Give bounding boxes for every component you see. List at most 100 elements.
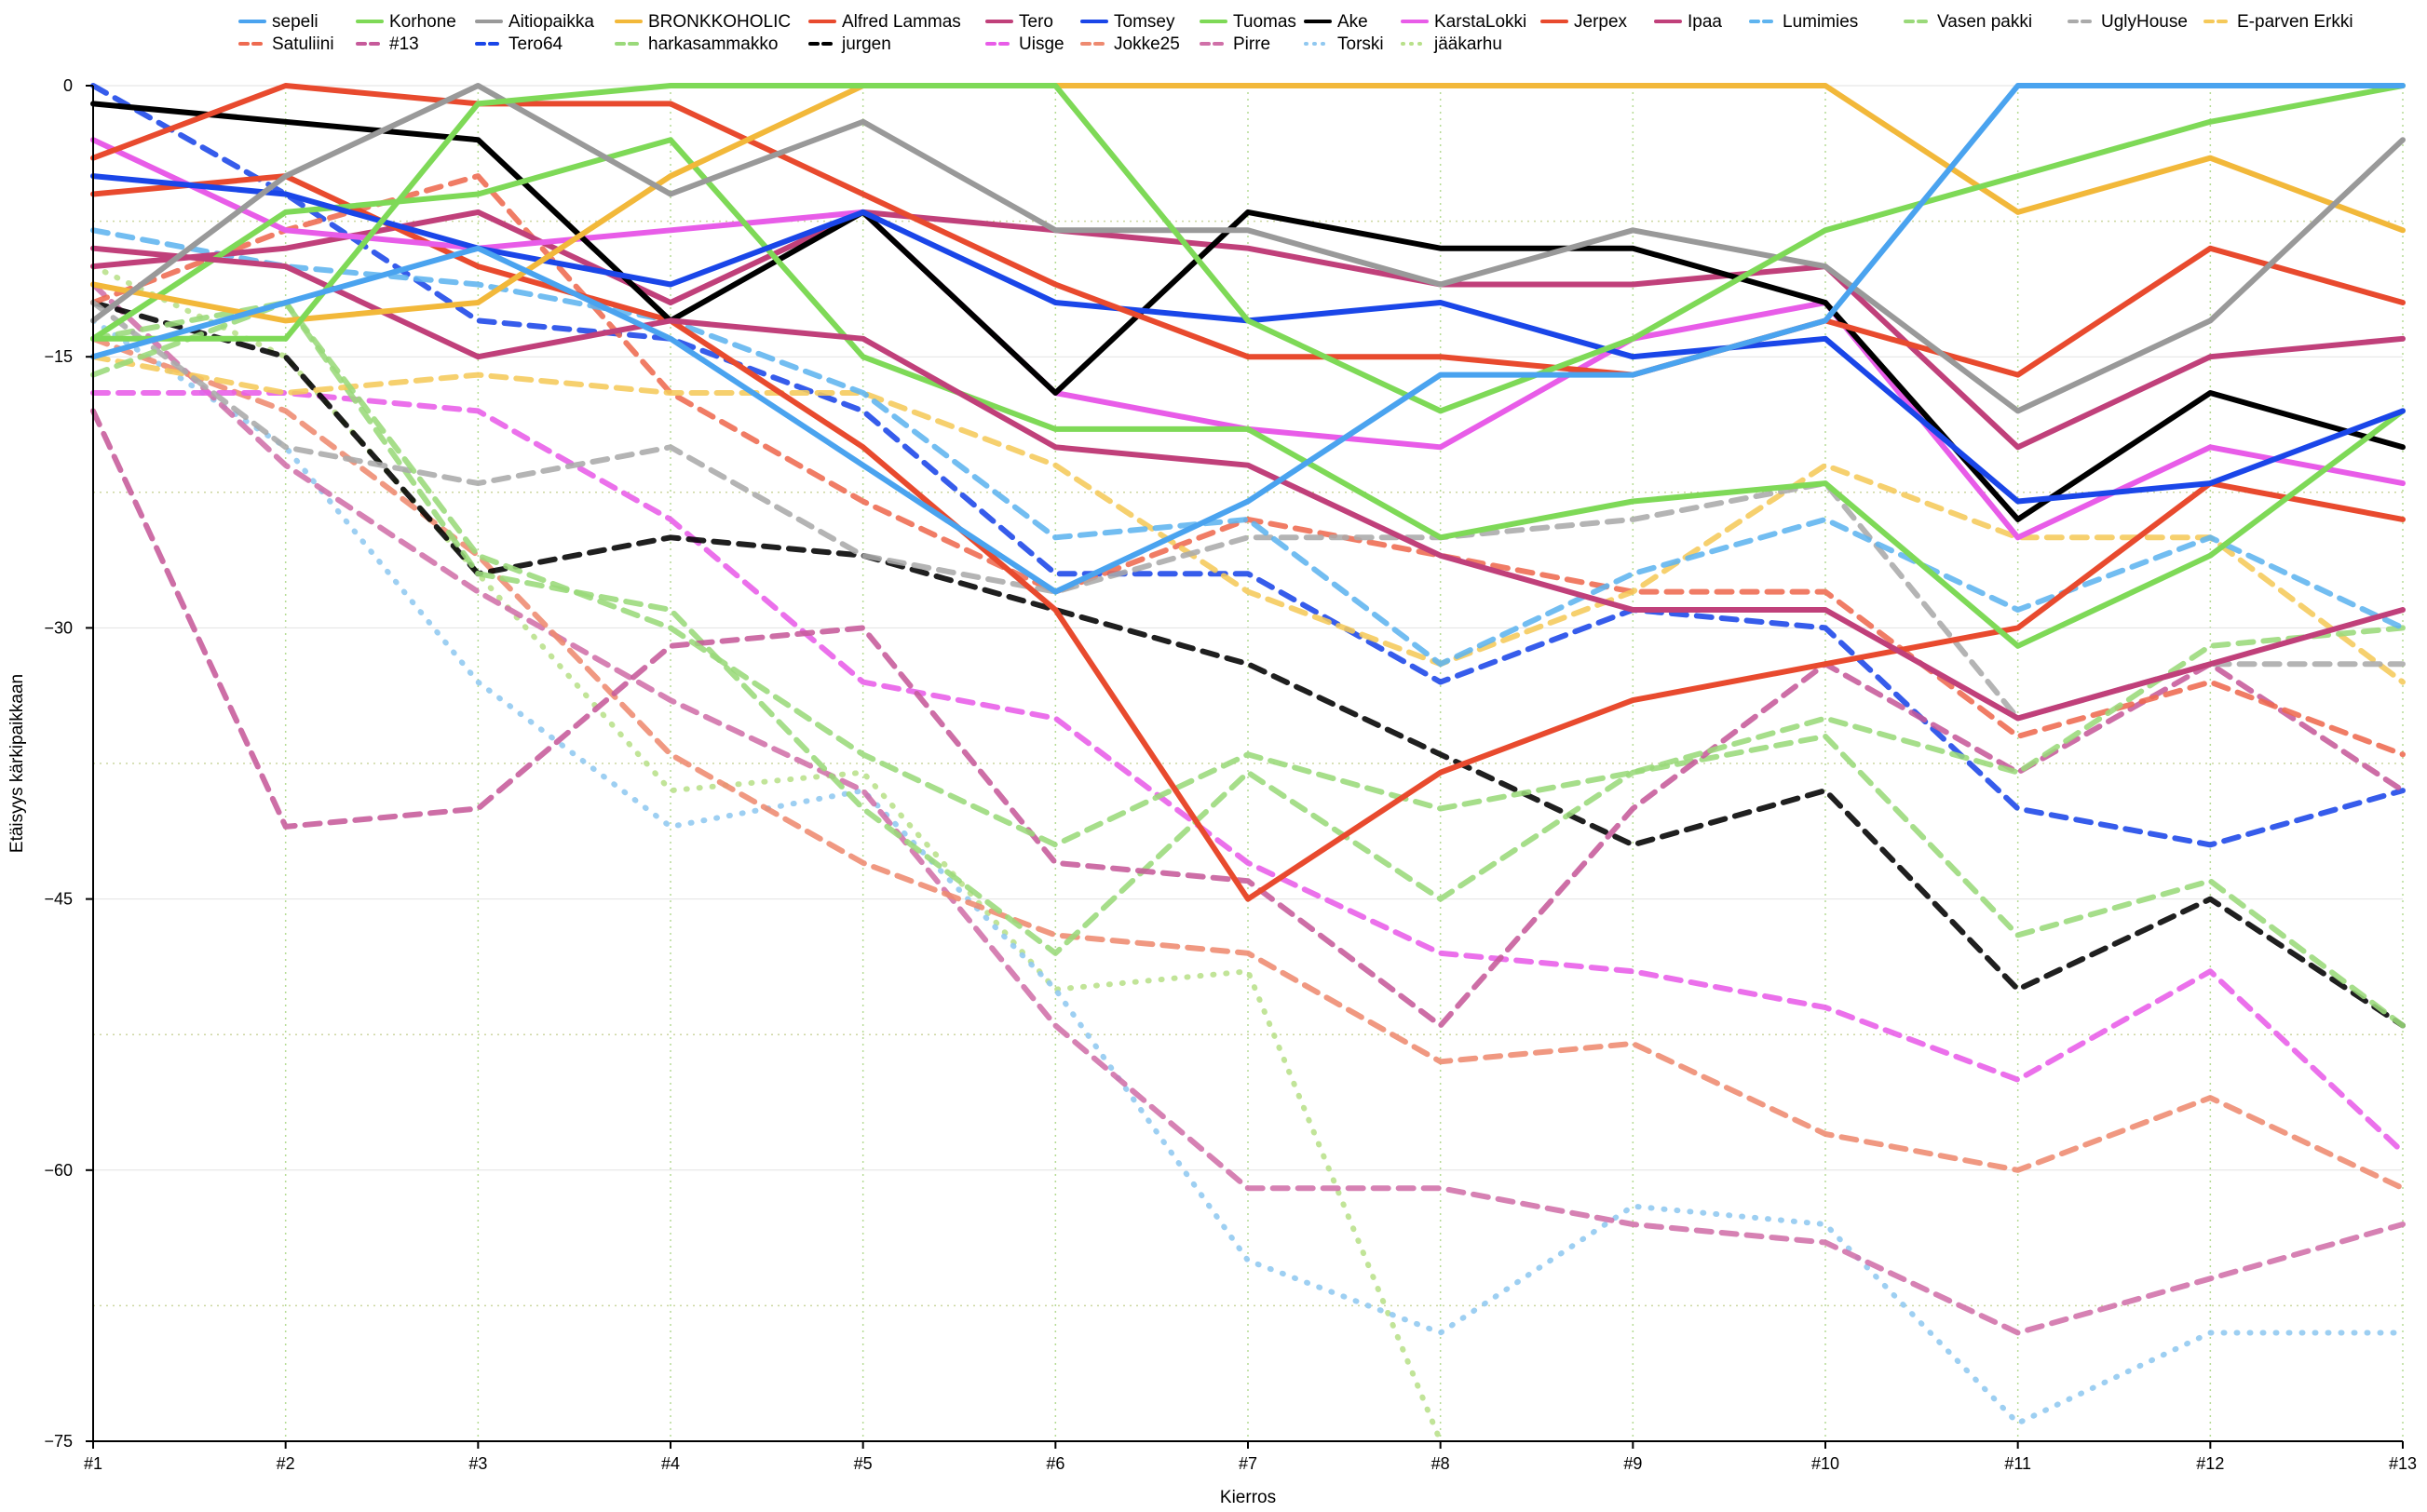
- legend-item: UglyHouse: [2068, 12, 2188, 32]
- legend-item: Uisge: [985, 34, 1064, 54]
- legend-label: Pirre: [1233, 34, 1270, 54]
- series-line-jerpex: [90, 173, 2406, 902]
- x-tick-label: #7: [1239, 1454, 1257, 1473]
- legend-item: Aitiopaikka: [475, 12, 594, 32]
- series-line--13: [90, 408, 2406, 1029]
- legend-item: Ake: [1304, 12, 1368, 32]
- series-line-jurgen: [90, 300, 2406, 1029]
- series-line-lumimies: [90, 227, 2406, 668]
- series-line-jokke25: [90, 335, 2406, 1192]
- series-line-korhone: [90, 83, 2406, 414]
- y-tick-label: −75: [44, 1432, 73, 1451]
- y-tick-label: −60: [44, 1161, 73, 1180]
- series-line-jääkarhu: [90, 263, 1444, 1444]
- legend-label: KarstaLokki: [1434, 12, 1526, 32]
- legend-label: harkasammakko: [648, 34, 778, 54]
- legend-label: Tero: [1019, 12, 1053, 32]
- x-tick-label: #5: [854, 1454, 873, 1473]
- x-tick-label: #9: [1623, 1454, 1642, 1473]
- series-line-pirre: [90, 281, 2406, 1336]
- legend-item: jurgen: [808, 34, 891, 54]
- x-tick-label: #12: [2196, 1454, 2224, 1473]
- legend-item: jääkarhu: [1401, 34, 1502, 54]
- legend-label: Jerpex: [1574, 12, 1628, 32]
- series-line-ipaa: [90, 209, 2406, 451]
- legend-label: Tero64: [508, 34, 563, 54]
- legend-label: sepeli: [272, 12, 319, 32]
- y-tick-label: −15: [44, 347, 73, 366]
- legend-item: Tero64: [475, 34, 563, 54]
- legend-item: Tuomas: [1200, 12, 1296, 32]
- legend-item: Satuliini: [238, 34, 334, 54]
- legend-item: E-parven Erkki: [2203, 12, 2353, 32]
- x-tick-label: #4: [661, 1454, 680, 1473]
- series-line-e-parven-erkki: [90, 354, 2406, 685]
- legend-item: Korhone: [356, 12, 456, 32]
- series-line-tuomas: [90, 137, 2406, 649]
- x-tick-label: #6: [1046, 1454, 1064, 1473]
- legend: sepeli Korhone Aitiopaikka BRONKKOHOLIC Alfr…: [238, 12, 2353, 54]
- series-line-harkasammakko: [90, 300, 2406, 1029]
- legend-item: Alfred Lammas: [808, 12, 961, 32]
- legend-item: Tomsey: [1080, 12, 1175, 32]
- legend-label: UglyHouse: [2101, 12, 2188, 32]
- x-tick-label: #2: [277, 1454, 295, 1473]
- x-tick-label: #3: [468, 1454, 487, 1473]
- legend-item: BRONKKOHOLIC: [615, 12, 791, 32]
- x-tick-label: #1: [84, 1454, 102, 1473]
- legend-item: Vasen pakki: [1904, 12, 2032, 32]
- series-lines: [90, 83, 2406, 1444]
- legend-label: Uisge: [1019, 34, 1064, 54]
- legend-label: Ake: [1337, 12, 1368, 32]
- legend-item: Jokke25: [1080, 34, 1180, 54]
- y-tick-label: 0: [63, 76, 73, 95]
- legend-item: Jerpex: [1540, 12, 1628, 32]
- y-tick-label: −45: [44, 890, 73, 909]
- legend-item: harkasammakko: [615, 34, 778, 54]
- legend-label: Alfred Lammas: [842, 12, 961, 32]
- legend-item: sepeli: [238, 12, 319, 32]
- legend-label: Satuliini: [272, 34, 334, 54]
- y-tick-label: −30: [44, 618, 73, 637]
- legend-item: Torski: [1304, 34, 1384, 54]
- legend-label: Tomsey: [1114, 12, 1175, 32]
- legend-label: jääkarhu: [1433, 34, 1502, 54]
- series-line-uisge: [90, 390, 2406, 1155]
- legend-label: Torski: [1337, 34, 1384, 54]
- legend-item: Lumimies: [1749, 12, 1858, 32]
- legend-label: BRONKKOHOLIC: [648, 12, 791, 32]
- legend-label: Aitiopaikka: [508, 12, 594, 32]
- x-tick-label: #8: [1431, 1454, 1450, 1473]
- legend-item: Tero: [985, 12, 1053, 32]
- legend-item: Pirre: [1200, 34, 1270, 54]
- y-axis-title: Etäisyys kärkipaikkaan: [7, 674, 27, 853]
- gridlines: [93, 85, 2404, 1441]
- series-line-satuliini: [90, 173, 2406, 758]
- x-axis-title: Kierros: [1220, 1488, 1276, 1507]
- series-line-ake: [90, 101, 2406, 522]
- legend-label: Vasen pakki: [1937, 12, 2032, 32]
- series-line-torski: [90, 317, 2406, 1426]
- series-line-bronkkoholic: [90, 83, 2406, 324]
- legend-label: Lumimies: [1783, 12, 1858, 32]
- series-line-tero: [90, 245, 2406, 722]
- x-tick-label: #10: [1811, 1454, 1839, 1473]
- legend-item: #13: [356, 34, 419, 54]
- legend-label: Korhone: [389, 12, 456, 32]
- x-tick-label: #13: [2389, 1454, 2417, 1473]
- legend-label: Jokke25: [1114, 34, 1180, 54]
- legend-item: KarstaLokki: [1401, 12, 1526, 32]
- legend-label: Tuomas: [1233, 12, 1296, 32]
- legend-label: E-parven Erkki: [2237, 12, 2353, 32]
- legend-label: jurgen: [841, 34, 891, 54]
- series-line-aitiopaikka: [90, 83, 2406, 414]
- series-line-vasen-pakki: [90, 300, 2406, 848]
- legend-item: Ipaa: [1654, 12, 1722, 32]
- legend-label: #13: [389, 34, 419, 54]
- x-tick-label: #11: [2004, 1454, 2031, 1473]
- legend-label: Ipaa: [1688, 12, 1722, 32]
- series-line-sepeli: [90, 83, 2406, 595]
- axes: 0 −15 −30 −45 −60 −75 #1 #2 #3 #4 #5 #6 #7 #8 #9 #10 #11…: [44, 76, 2417, 1473]
- series-line-tero64: [90, 83, 2406, 848]
